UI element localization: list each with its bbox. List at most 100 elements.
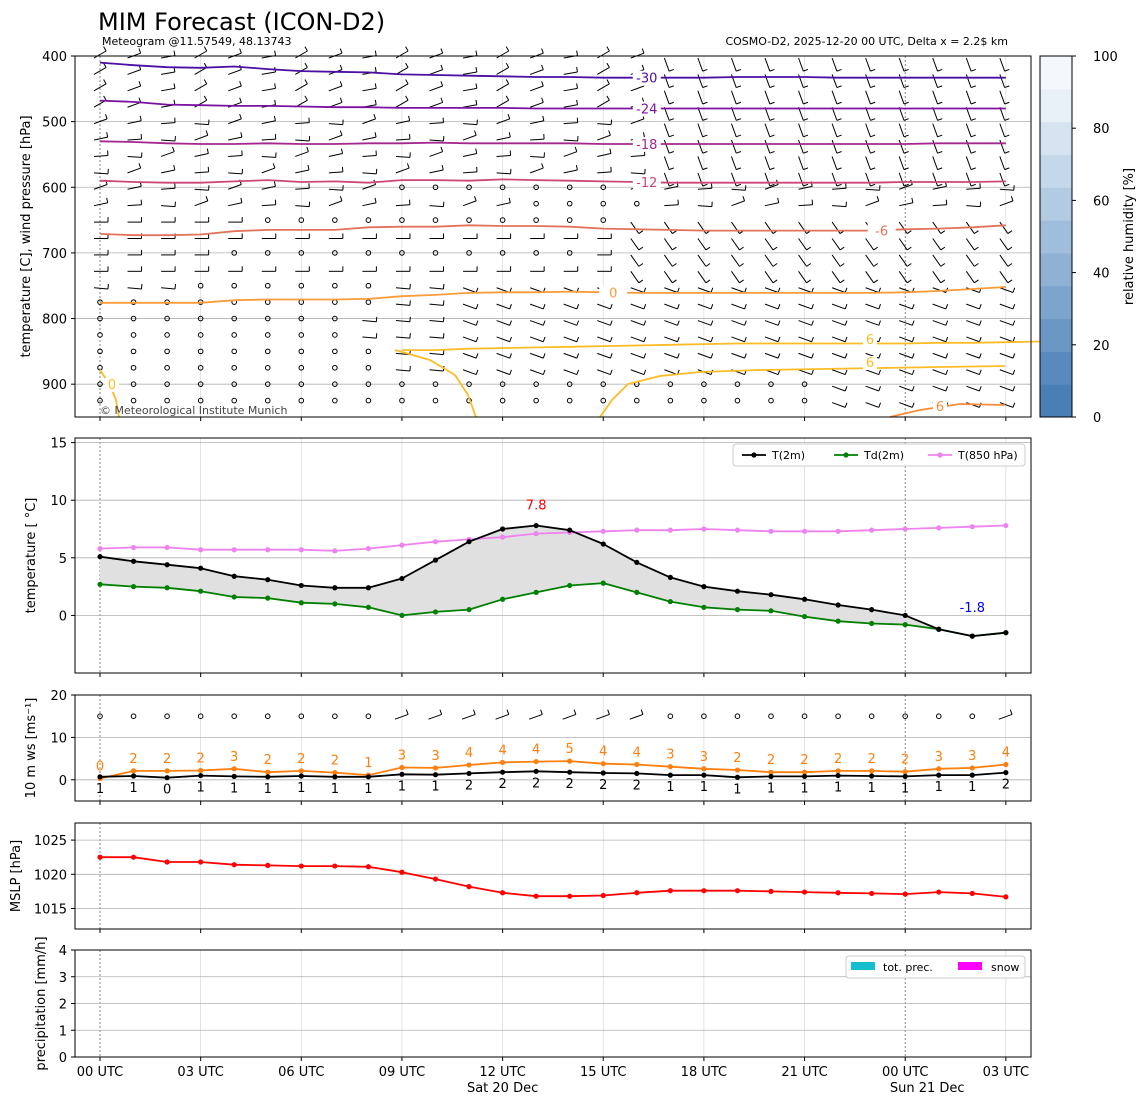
wind-ylabel: 10 m ws [ms⁻¹] — [24, 698, 39, 799]
ua-wind-barb — [798, 90, 804, 105]
ua-wind-barb — [127, 138, 142, 141]
ua-wind-barb-flag — [906, 230, 912, 234]
ua-wind-barb-flag — [870, 167, 876, 171]
mslp-point — [634, 890, 640, 896]
ua-wind-barb-flag — [374, 132, 377, 138]
ua-wind-barb-flag — [106, 197, 109, 203]
ua-calm-marker — [332, 397, 338, 404]
temp-min-annotation: -1.8 — [960, 601, 985, 616]
ua-isotherm-label: -24 — [636, 103, 657, 118]
wind-max-label: 3 — [230, 750, 238, 765]
temp-t850-point — [399, 542, 405, 548]
ua-wind-barb — [127, 287, 142, 290]
ua-wind-barb — [630, 369, 645, 376]
ua-isotherm-line — [99, 99, 1006, 110]
time-tick-label: 03 UTC — [983, 1065, 1029, 1080]
ua-wind-barb-flag — [541, 81, 544, 87]
prec-legend-entry-total: tot. prec. — [883, 961, 933, 974]
temp-t850-point — [701, 526, 707, 532]
ua-wind-barb-flag — [870, 151, 876, 154]
ua-wind-barb-flag — [1007, 263, 1013, 267]
ua-wind-barb-flag — [836, 167, 842, 171]
ua-wind-barb — [899, 336, 913, 343]
ua-wind-barb — [395, 369, 410, 372]
ua-wind-barb-flag — [777, 304, 781, 310]
ua-wind-barb — [731, 303, 745, 310]
mslp-frame — [74, 822, 1032, 930]
ua-calm-marker — [298, 397, 305, 404]
temp-t850-point — [936, 525, 942, 531]
wind-frame — [74, 694, 1032, 802]
ua-wind-barb — [496, 172, 511, 175]
temp-td2m-point — [634, 589, 640, 595]
copyright-note: © Meteorological Institute Munich — [100, 404, 287, 417]
temp-td2m-point — [298, 600, 304, 606]
ua-isotherm-label-bg — [632, 136, 661, 152]
ua-wind-barb — [932, 303, 947, 310]
ua-wind-barb-flag — [668, 183, 675, 187]
ua-calm-marker — [332, 217, 338, 223]
ua-wind-barb — [697, 271, 707, 284]
ua-wind-barb-flag — [903, 101, 909, 105]
temp-legend-marker — [937, 452, 943, 458]
ua-wind-barb — [529, 352, 544, 359]
ua-wind-barb — [395, 320, 410, 323]
wind-mean-point — [1003, 769, 1009, 776]
ua-wind-barb-flag — [836, 183, 842, 187]
ua-wind-barb — [597, 352, 611, 359]
time-tick-label: 09 UTC — [379, 1065, 425, 1080]
ua-wind-barb-flag — [873, 263, 879, 267]
ua-wind-barb-flag — [1010, 196, 1014, 202]
mslp-point — [801, 889, 808, 895]
ua-wind-barb-flag — [811, 287, 814, 293]
ua-wind-barb-flag — [870, 68, 876, 72]
ua-wind-barb — [798, 271, 807, 284]
ua-wind-barb-flag — [304, 46, 308, 52]
ua-wind-barb-flag — [138, 81, 142, 87]
temp-legend-marker — [751, 452, 757, 458]
ua-wind-barb-flag — [739, 263, 744, 267]
time-tick-label: 06 UTC — [278, 1065, 324, 1080]
ua-wind-barb — [261, 155, 276, 158]
ua-calm-marker — [298, 332, 305, 338]
rh-colorbar-segment — [1040, 220, 1072, 254]
wind-barb — [596, 713, 610, 720]
temp-td2m-point — [801, 613, 808, 620]
ua-calm-marker — [332, 250, 338, 256]
ua-calm-marker — [499, 184, 506, 191]
ua-wind-barb-flag — [811, 353, 814, 359]
ua-wind-barb — [731, 320, 745, 326]
ua-wind-barb-flag — [509, 336, 512, 342]
ua-wind-barb-flag — [769, 68, 775, 72]
ua-wind-barb — [462, 303, 477, 310]
temp-t2m-point — [768, 592, 774, 598]
temp-td2m-point — [130, 584, 137, 590]
ua-calm-marker — [466, 381, 472, 387]
ua-wind-barb-flag — [274, 50, 277, 56]
ua-wind-barb-flag — [643, 369, 647, 375]
ua-wind-barb — [127, 155, 142, 158]
ua-wind-barb-flag — [911, 304, 915, 310]
wind-barb — [528, 713, 543, 720]
temp-t2m-point — [97, 554, 103, 560]
ua-wind-barb — [831, 90, 838, 105]
ua-wind-barb-flag — [970, 167, 976, 171]
ua-wind-barb — [731, 271, 740, 284]
ua-wind-barb — [161, 71, 175, 75]
temp-t2m-point — [164, 562, 170, 568]
ua-calm-marker — [231, 315, 237, 322]
ua-calm-marker — [399, 184, 405, 191]
ua-calm-marker — [264, 397, 271, 404]
mslp-point — [466, 884, 472, 890]
ua-wind-barb-flag — [576, 83, 578, 89]
rh-colorbar-segment — [1040, 285, 1072, 320]
ua-wind-barb — [663, 254, 673, 267]
ua-wind-barb-flag — [844, 369, 848, 375]
ua-wind-barb — [93, 287, 108, 290]
ua-wind-barb — [932, 238, 942, 251]
ua-wind-barb-flag — [304, 95, 308, 101]
ua-wind-barb-flag — [978, 353, 982, 359]
ua-wind-barb — [630, 287, 645, 293]
rh-colorbar-tick-label: 20 — [1093, 339, 1110, 354]
ua-wind-barb — [463, 171, 478, 174]
